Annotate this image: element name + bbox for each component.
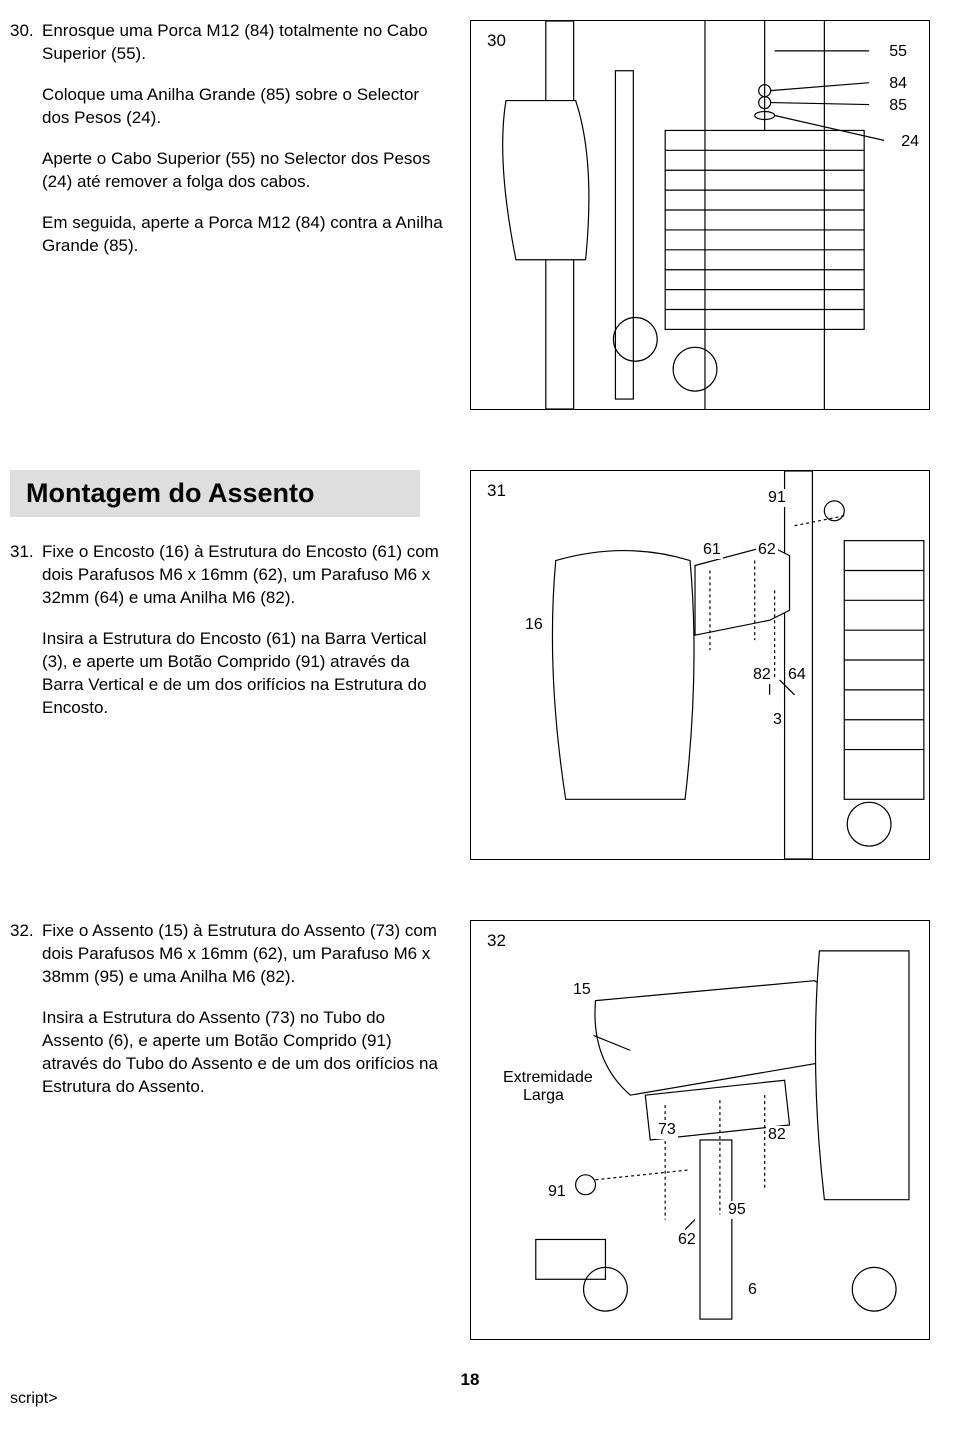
step-number: 31. (10, 541, 42, 738)
callout-24: 24 (899, 133, 921, 151)
heading-text: Montagem do Assento (26, 478, 404, 509)
callout-55: 55 (887, 43, 909, 61)
paragraph: Em seguida, aperte a Porca M12 (84) cont… (42, 212, 450, 258)
callout-64: 64 (786, 666, 808, 684)
callout-16: 16 (523, 616, 545, 634)
callout-85: 85 (887, 97, 909, 115)
step-30-body: 30. Enrosque uma Porca M12 (84) totalmen… (10, 20, 450, 276)
figure-30-diagram (471, 21, 929, 409)
figure-31-diagram (471, 471, 929, 859)
step-content: Fixe o Assento (15) à Estrutura do Assen… (42, 920, 450, 1117)
figure-32-diagram (471, 921, 929, 1339)
figure-31: 31 (470, 470, 930, 860)
section-heading: Montagem do Assento (10, 470, 420, 517)
callout-91: 91 (766, 489, 788, 507)
callout-larga: Larga (521, 1087, 566, 1105)
callout-61: 61 (701, 541, 723, 559)
step-content: Enrosque uma Porca M12 (84) totalmente n… (42, 20, 450, 276)
step-30-section: 30. Enrosque uma Porca M12 (84) totalmen… (10, 20, 930, 410)
figure-30: 30 (470, 20, 930, 410)
callout-6: 6 (746, 1281, 759, 1299)
step-number: 32. (10, 920, 42, 1117)
step-32-body: 32. Fixe o Assento (15) à Estrutura do A… (10, 920, 450, 1117)
paragraph: Enrosque uma Porca M12 (84) totalmente n… (42, 20, 450, 66)
callout-62: 62 (676, 1231, 698, 1249)
callout-84: 84 (887, 75, 909, 93)
callout-extremidade: Extremidade (501, 1069, 595, 1087)
callout-15: 15 (571, 981, 593, 999)
callout-95: 95 (726, 1201, 748, 1219)
step-31-body: 31. Fixe o Encosto (16) à Estrutura do E… (10, 541, 450, 738)
paragraph: Fixe o Encosto (16) à Estrutura do Encos… (42, 541, 450, 610)
paragraph: Aperte o Cabo Superior (55) no Selector … (42, 148, 450, 194)
step-content: Fixe o Encosto (16) à Estrutura do Encos… (42, 541, 450, 738)
callout-82: 82 (751, 666, 773, 684)
step-31-section: Montagem do Assento 31. Fixe o Encosto (… (10, 470, 930, 860)
step-number: 30. (10, 20, 42, 276)
paragraph: Fixe o Assento (15) à Estrutura do Assen… (42, 920, 450, 989)
paragraph: Insira a Estrutura do Assento (73) no Tu… (42, 1007, 450, 1099)
figure-32: 32 (470, 920, 930, 1340)
step-30-text: 30. Enrosque uma Porca M12 (84) totalmen… (10, 20, 450, 410)
callout-91: 91 (546, 1183, 568, 1201)
paragraph: Coloque uma Anilha Grande (85) sobre o S… (42, 84, 450, 130)
paragraph: Insira a Estrutura do Encosto (61) na Ba… (42, 628, 450, 720)
callout-73: 73 (656, 1121, 678, 1139)
callout-82: 82 (766, 1126, 788, 1144)
step-32-section: 32. Fixe o Assento (15) à Estrutura do A… (10, 920, 930, 1340)
callout-3: 3 (771, 711, 784, 729)
callout-62: 62 (756, 541, 778, 559)
page-number: 18 (10, 1370, 930, 1390)
step-31-text: Montagem do Assento 31. Fixe o Encosto (… (10, 470, 450, 860)
step-32-text: 32. Fixe o Assento (15) à Estrutura do A… (10, 920, 450, 1340)
